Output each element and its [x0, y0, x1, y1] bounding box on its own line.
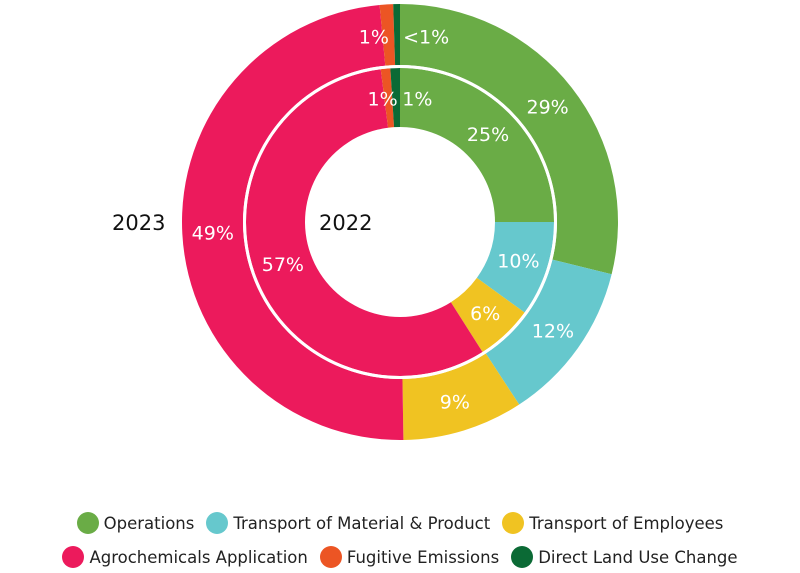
label-2022-operations: 25%	[467, 124, 509, 146]
slice-2022-transport-of-material-product	[476, 222, 554, 313]
label-2023-transport-of-employees: 9%	[440, 391, 470, 413]
legend-item-agrochemicals[interactable]: Agrochemicals Application	[62, 546, 308, 568]
slice-2023-transport-of-employees	[402, 353, 520, 440]
legend-item-fugitive[interactable]: Fugitive Emissions	[319, 546, 500, 568]
legend-label: Agrochemicals Application	[89, 547, 308, 567]
operations-swatch-icon	[76, 512, 99, 534]
transport-material-swatch-icon	[206, 512, 229, 534]
legend-item-transport-material[interactable]: Transport of Material & Product	[206, 512, 490, 534]
label-2022-agrochemicals-application: 57%	[262, 254, 304, 276]
nested-donut-chart: 29%12%9%49%1% <1%25%10%6%57%1% 1% 2023 202…	[112, 4, 618, 440]
legend-label: Transport of Material & Product	[233, 513, 491, 533]
slice-2022-transport-of-employees	[450, 277, 525, 353]
fugitive-swatch-icon	[319, 546, 342, 568]
transport-employees-swatch-icon	[502, 512, 525, 534]
slice-2023-fugitive-emissions	[379, 4, 396, 66]
legend-row-2: Agrochemicals Application Fugitive Emiss…	[0, 546, 800, 568]
label-2022-fugitive-emissions: 1%	[368, 89, 398, 111]
slice-2023-transport-of-material-product	[485, 259, 612, 405]
slice-2023-direct-land-use-change	[393, 4, 400, 66]
legend-item-operations[interactable]: Operations	[76, 512, 195, 534]
slice-2022-agrochemicals-application	[246, 69, 483, 377]
slice-2022-fugitive-emissions	[380, 68, 395, 128]
legend-item-land-use[interactable]: Direct Land Use Change	[511, 546, 738, 568]
legend-label: Fugitive Emissions	[346, 547, 500, 567]
slice-2022-direct-land-use-change	[390, 68, 400, 128]
agrochemicals-swatch-icon	[62, 546, 85, 568]
legend-item-transport-employees[interactable]: Transport of Employees	[502, 512, 723, 534]
outer-year-label: 2023	[112, 211, 165, 235]
land-use-swatch-icon	[511, 546, 534, 568]
label-2022-transport-of-material-product: 10%	[497, 250, 539, 272]
legend-row-1: Operations Transport of Material & Produ…	[0, 512, 800, 534]
label-2023-transport-of-material-product: 12%	[532, 321, 574, 343]
ring-separator	[243, 65, 557, 379]
label-2023-operations: 29%	[527, 96, 569, 118]
slice-2023-operations	[400, 4, 618, 275]
label-2023-direct-land-use-change: <1%	[403, 26, 449, 48]
label-2022-direct-land-use-change: 1%	[402, 89, 432, 111]
legend-label: Transport of Employees	[529, 513, 724, 533]
legend-label: Operations	[103, 513, 195, 533]
label-2023-agrochemicals-application: 49%	[192, 222, 234, 244]
inner-year-label: 2022	[319, 211, 372, 235]
slice-2022-operations	[400, 68, 554, 222]
legend-label: Direct Land Use Change	[538, 547, 738, 567]
label-2022-transport-of-employees: 6%	[470, 303, 500, 325]
label-2023-fugitive-emissions: 1%	[359, 26, 389, 48]
slice-2023-agrochemicals-application	[182, 4, 404, 440]
